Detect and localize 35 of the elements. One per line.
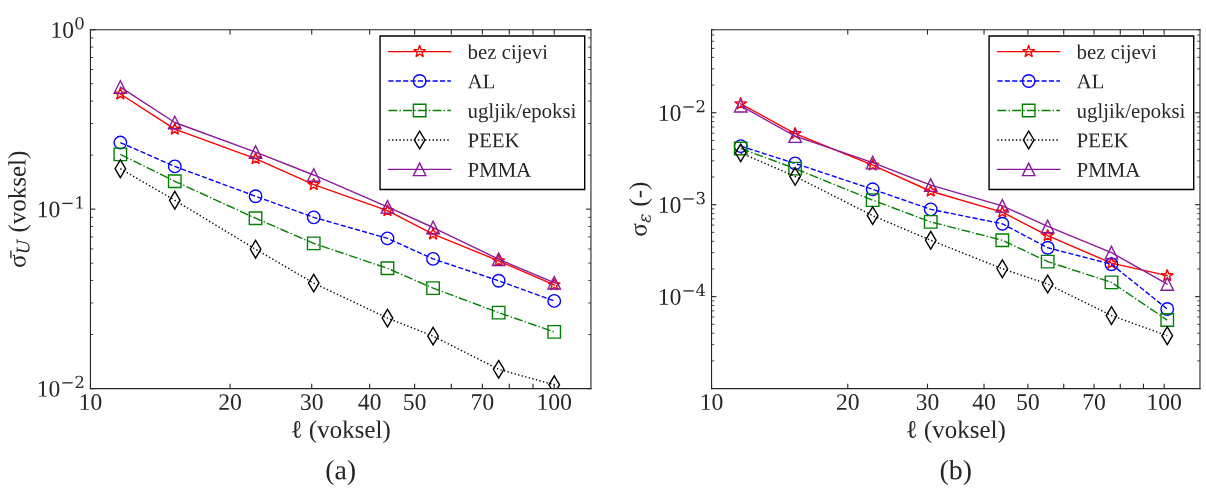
y-tick-label: 10$^{−4}$	[659, 283, 706, 305]
x-tick-label: 70	[1083, 394, 1105, 411]
legend-label: AL	[467, 74, 495, 89]
x-tick-label: 40	[358, 394, 381, 411]
x-tick-label: 100	[1148, 394, 1181, 411]
x-tick-label: 30	[301, 394, 323, 411]
text: (b)	[940, 459, 971, 486]
x-tick-label: 50	[1017, 394, 1039, 411]
legend-label: PEEK	[1077, 133, 1129, 148]
legend-label: ugljik/epoksi	[1076, 103, 1185, 123]
x-tick-label: 50	[404, 394, 426, 411]
y-tick-label: 10$^{−3}$	[659, 191, 705, 213]
legend-label: bez cijevi	[1076, 44, 1157, 64]
y-tick-label: 10$^{0}$	[52, 16, 84, 38]
legend-label: bez cijevi	[467, 44, 548, 64]
legend-label: PEEK	[468, 133, 520, 148]
x-tick-label: 10	[701, 394, 723, 411]
x-tick-label: 20	[219, 394, 241, 411]
y-tick-label: 10$^{−1}$	[38, 196, 83, 218]
x-axis-title: ℓ (voksel)	[292, 420, 390, 444]
y-axis-title: σ̄$_{U}$ (voksel)	[8, 151, 31, 267]
y-axis-title: σ$_{ε}$ (-)	[629, 182, 652, 236]
legend-label: PMMA	[468, 162, 532, 177]
x-tick-label: 100	[538, 394, 572, 411]
x-tick-label: 40	[972, 394, 995, 411]
y-tick-label: 10$^{−2}$	[659, 99, 705, 121]
text: (a)	[326, 459, 355, 486]
legend-label: ugljik/epoksi	[467, 103, 576, 123]
x-tick-label: 20	[837, 394, 859, 411]
legend-label: PMMA	[1077, 162, 1141, 177]
x-tick-label: 70	[472, 394, 494, 411]
x-tick-label: 10	[80, 394, 102, 411]
x-tick-label: 30	[916, 394, 939, 411]
x-axis-title: ℓ (voksel)	[907, 420, 1005, 444]
legend-label: AL	[1076, 74, 1104, 89]
